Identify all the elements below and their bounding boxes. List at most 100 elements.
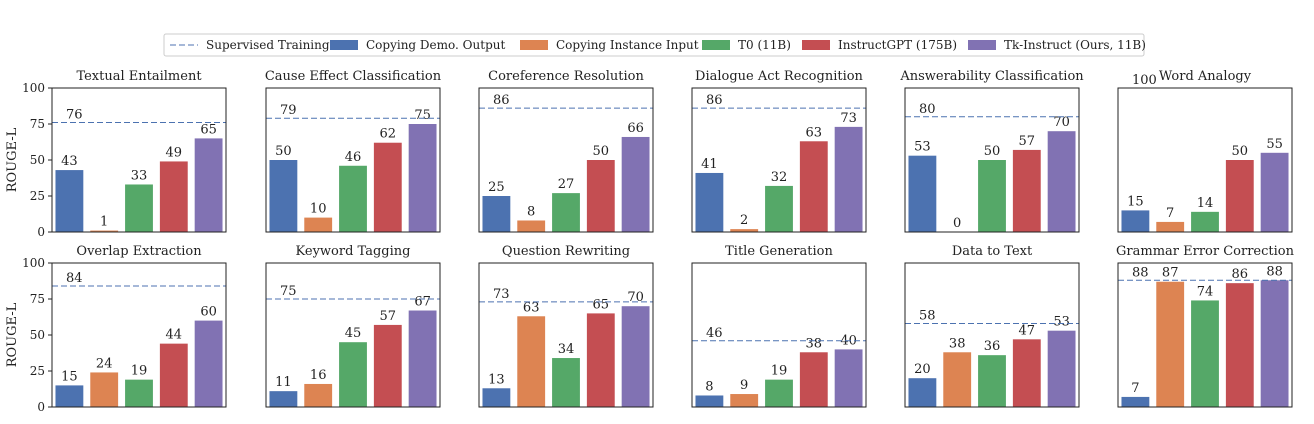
bar-value-label: 46 bbox=[345, 150, 362, 165]
y-tick-label: 25 bbox=[30, 189, 45, 203]
bar-value-label: 70 bbox=[1053, 115, 1070, 130]
bar bbox=[373, 142, 402, 232]
bar-value-label: 50 bbox=[984, 144, 1001, 159]
bar bbox=[908, 378, 937, 407]
bar-value-label: 50 bbox=[593, 144, 610, 159]
y-tick-label: 0 bbox=[37, 400, 45, 414]
bar bbox=[586, 160, 615, 232]
legend-label: T0 (11B) bbox=[738, 38, 791, 52]
bar bbox=[1225, 283, 1254, 407]
bar-value-label: 11 bbox=[275, 375, 292, 390]
bar-value-label: 36 bbox=[984, 339, 1001, 354]
bar bbox=[799, 352, 828, 407]
bar bbox=[1156, 281, 1185, 407]
panel-title: Cause Effect Classification bbox=[265, 69, 442, 84]
legend-label: Copying Instance Input bbox=[556, 38, 699, 52]
bar bbox=[269, 391, 298, 407]
bar-value-label: 1 bbox=[100, 215, 108, 230]
bar-value-label: 2 bbox=[740, 213, 748, 228]
bar-value-label: 15 bbox=[61, 369, 78, 384]
supervised-value-label: 88 bbox=[1132, 265, 1149, 280]
panel-frame bbox=[265, 262, 441, 408]
bar-value-label: 44 bbox=[166, 328, 183, 343]
bar-value-label: 74 bbox=[1197, 284, 1214, 299]
panel-title: Coreference Resolution bbox=[488, 69, 644, 84]
bar-value-label: 27 bbox=[558, 177, 575, 192]
bar bbox=[695, 395, 724, 407]
bar bbox=[1012, 149, 1041, 232]
bar-value-label: 57 bbox=[380, 309, 397, 324]
y-tick-label: 50 bbox=[30, 328, 45, 342]
supervised-value-label: 86 bbox=[493, 93, 510, 108]
bar-value-label: 38 bbox=[806, 336, 823, 351]
bar bbox=[55, 385, 84, 407]
legend-swatch bbox=[702, 40, 730, 50]
bar-value-label: 8 bbox=[527, 204, 535, 219]
legend-box bbox=[163, 33, 1145, 57]
bar-value-label: 86 bbox=[1232, 267, 1249, 282]
panel-frame bbox=[904, 262, 1080, 408]
panel-title: Textual Entailment bbox=[76, 69, 202, 84]
panel-frame bbox=[904, 87, 1080, 233]
bar-value-label: 53 bbox=[914, 140, 931, 155]
bar-value-label: 25 bbox=[488, 180, 505, 195]
bar bbox=[552, 193, 580, 232]
bar-value-label: 7 bbox=[1131, 381, 1139, 396]
y-tick-label: 25 bbox=[30, 364, 45, 378]
bar-value-label: 8 bbox=[705, 379, 713, 394]
bar-value-label: 0 bbox=[953, 216, 961, 231]
panel-title: Title Generation bbox=[725, 244, 833, 259]
bar bbox=[1260, 152, 1289, 232]
legend-swatch bbox=[802, 40, 830, 50]
legend-label: Copying Demo. Output bbox=[366, 38, 505, 52]
panel-frame bbox=[691, 262, 867, 408]
legend-label: Tk-Instruct (Ours, 11B) bbox=[1004, 38, 1146, 52]
bar bbox=[304, 217, 333, 232]
supervised-value-label: 100 bbox=[1132, 73, 1157, 88]
bar-value-label: 73 bbox=[840, 111, 857, 126]
bar bbox=[194, 320, 223, 407]
bar-value-label: 65 bbox=[593, 297, 610, 312]
bar bbox=[978, 355, 1006, 407]
bar bbox=[834, 126, 863, 232]
panel-frame bbox=[265, 87, 441, 233]
y-tick-label: 100 bbox=[22, 256, 45, 270]
panel-frame bbox=[478, 262, 654, 408]
panel-title: Answerability Classification bbox=[899, 69, 1084, 84]
bar bbox=[159, 161, 188, 232]
supervised-value-label: 46 bbox=[706, 326, 723, 341]
bar bbox=[978, 160, 1006, 232]
bar bbox=[765, 185, 793, 232]
supervised-value-label: 84 bbox=[66, 271, 83, 286]
bar bbox=[482, 196, 511, 232]
supervised-value-label: 73 bbox=[493, 287, 510, 302]
bar-value-label: 32 bbox=[771, 170, 788, 185]
bar bbox=[730, 229, 759, 232]
bar-value-label: 53 bbox=[1053, 315, 1070, 330]
bar-value-label: 24 bbox=[96, 356, 113, 371]
bar-value-label: 15 bbox=[1127, 194, 1144, 209]
bar bbox=[517, 316, 546, 407]
bar-value-label: 50 bbox=[1232, 144, 1249, 159]
legend-label: Supervised Training bbox=[206, 38, 330, 52]
bar-value-label: 70 bbox=[627, 290, 644, 305]
bar-value-label: 63 bbox=[523, 300, 540, 315]
bar-value-label: 63 bbox=[806, 125, 823, 140]
bar bbox=[1191, 211, 1219, 232]
bar-value-label: 41 bbox=[701, 157, 718, 172]
bar bbox=[695, 172, 724, 232]
bar bbox=[799, 141, 828, 232]
bar bbox=[552, 358, 580, 407]
y-tick-label: 50 bbox=[30, 153, 45, 167]
legend-swatch bbox=[968, 40, 996, 50]
bar bbox=[1156, 221, 1185, 232]
bar-value-label: 55 bbox=[1266, 137, 1283, 152]
panel-frame bbox=[478, 87, 654, 233]
supervised-value-label: 80 bbox=[919, 102, 936, 117]
panel-title: Dialogue Act Recognition bbox=[695, 69, 864, 84]
bar-value-label: 88 bbox=[1266, 264, 1283, 279]
bar-value-label: 43 bbox=[61, 154, 78, 169]
supervised-value-label: 79 bbox=[280, 103, 297, 118]
